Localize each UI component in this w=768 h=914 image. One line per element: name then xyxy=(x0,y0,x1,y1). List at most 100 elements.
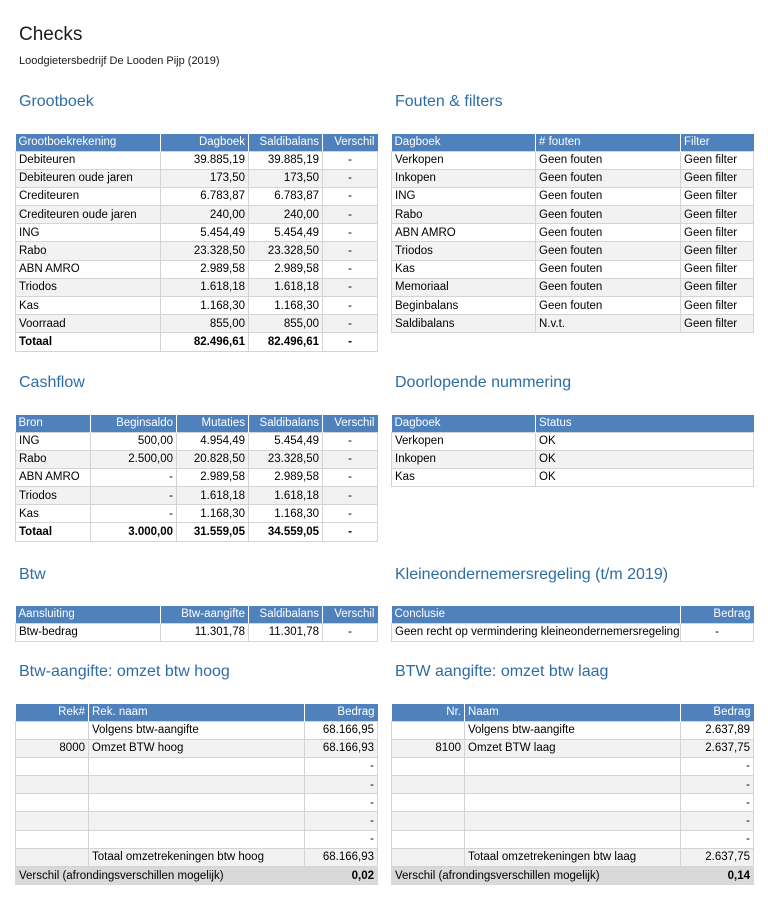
table-cell: 11.301,78 xyxy=(160,622,249,642)
table-cell: Crediteuren oude jaren xyxy=(15,205,161,225)
table-cell: 23.328,50 xyxy=(248,241,323,261)
table-row: - xyxy=(391,811,754,831)
table-row: - xyxy=(15,775,378,795)
table-cell: - xyxy=(322,168,378,188)
table-row: Verkopen OK xyxy=(391,431,754,451)
table-cell: 2.989,58 xyxy=(176,467,249,488)
table-row: ING 500,00 4.954,49 5.454,49- xyxy=(15,431,378,451)
table-row: ING Geen fouten Geen filter xyxy=(391,186,754,207)
table-cell: - xyxy=(322,277,378,298)
table-cell: 240,00 xyxy=(160,205,249,225)
table-cell: 68.166,93 xyxy=(304,738,378,758)
table-row: Kas OK xyxy=(391,467,754,488)
table-cell: Geen fouten xyxy=(535,241,681,261)
section-title-grootboek: Grootboek xyxy=(19,93,94,110)
table-row: Volgens btw-aangifte 2.637,89 xyxy=(391,720,754,740)
table-cell: 8100 xyxy=(391,738,465,758)
table-cell xyxy=(391,720,465,740)
table-row: Verkopen Geen fouten Geen filter xyxy=(391,150,754,170)
table-cell: OK xyxy=(535,431,754,451)
table-cell: 1.168,30 xyxy=(248,504,323,524)
fouten-table: Dagboek # fouten Filter Verkopen Geen fou… xyxy=(391,134,754,334)
table-cell xyxy=(391,793,465,813)
table-cell xyxy=(88,775,305,795)
table-row-difference: Verschil (afrondingsverschillen mogelijk… xyxy=(391,865,754,886)
table-cell: 1.168,30 xyxy=(248,295,323,316)
column-header: Bedrag xyxy=(680,606,754,623)
table-cell: Memoriaal xyxy=(391,277,536,298)
section-title-fouten: Fouten & filters xyxy=(395,93,503,110)
table-cell: Btw-bedrag xyxy=(15,622,161,642)
table-cell: Geen fouten xyxy=(535,277,681,298)
table-cell: 0,02 xyxy=(304,865,378,886)
table-cell: Kas xyxy=(15,295,161,316)
table-cell: 2.637,75 xyxy=(680,738,754,758)
table-cell: Omzet BTW laag xyxy=(464,738,681,758)
table-cell: 855,00 xyxy=(248,314,323,334)
table-cell: 23.328,50 xyxy=(248,449,323,469)
section-title-cashflow: Cashflow xyxy=(19,374,85,391)
column-header: Mutaties xyxy=(176,415,249,432)
table-row: Rabo Geen fouten Geen filter xyxy=(391,205,754,225)
column-header: Verschil xyxy=(322,606,378,623)
table-cell: Geen filter xyxy=(680,186,754,207)
table-cell: 500,00 xyxy=(90,431,177,451)
table-cell xyxy=(88,793,305,813)
table-row: - xyxy=(15,829,378,849)
table-cell: Verschil (afrondingsverschillen mogelijk… xyxy=(15,865,305,886)
table-cell: 855,00 xyxy=(160,314,249,334)
table-row: Totaal omzetrekeningen btw laag 2.637,75 xyxy=(391,847,754,868)
table-cell: 2.637,75 xyxy=(680,847,754,868)
table-cell: - xyxy=(322,241,378,261)
table-cell: Triodos xyxy=(15,486,91,506)
table-cell: - xyxy=(680,756,754,777)
table-row-total: Totaal 3.000,00 31.559,05 34.559,05 - xyxy=(15,522,378,542)
table-row: - xyxy=(391,756,754,777)
table-cell: 39.885,19 xyxy=(160,150,249,170)
table-cell: Geen fouten xyxy=(535,259,681,279)
column-header: Saldibalans xyxy=(248,134,323,151)
table-cell: - xyxy=(322,259,378,279)
table-row: Geen recht op vermindering kleineonderne… xyxy=(391,622,754,642)
table-cell: Geen fouten xyxy=(535,205,681,225)
table-cell xyxy=(391,756,465,777)
table-cell xyxy=(15,756,89,777)
table-cell: Verschil (afrondingsverschillen mogelijk… xyxy=(391,865,681,886)
table-cell: 8000 xyxy=(15,738,89,758)
table-cell: - xyxy=(680,829,754,849)
table-cell: ABN AMRO xyxy=(391,223,536,243)
table-cell: 5.454,49 xyxy=(160,223,249,243)
table-cell: 1.618,18 xyxy=(176,486,249,506)
table-cell: Geen filter xyxy=(680,314,754,334)
table-cell: Totaal xyxy=(15,332,161,352)
table-cell: - xyxy=(322,486,378,506)
table-cell: Rabo xyxy=(15,241,161,261)
table-cell: 0,14 xyxy=(680,865,754,886)
table-cell: - xyxy=(322,186,378,207)
table-cell: 20.828,50 xyxy=(176,449,249,469)
table-cell: - xyxy=(322,622,378,642)
table-cell: - xyxy=(90,504,177,524)
btw-hoog-table: Rek# Rek. naam Bedrag Volgens btw-aangif… xyxy=(15,704,378,886)
table-cell: - xyxy=(90,486,177,506)
column-header: Dagboek xyxy=(160,134,249,151)
table-cell: Inkopen xyxy=(391,449,536,469)
column-header: Rek# xyxy=(15,704,89,721)
table-row: Debiteuren 39.885,19 39.885,19- xyxy=(15,150,378,170)
table-cell xyxy=(15,793,89,813)
section-title-kor: Kleineondernemersregeling (t/m 2019) xyxy=(395,566,669,583)
table-cell: - xyxy=(322,504,378,524)
table-cell: 3.000,00 xyxy=(90,522,177,542)
table-cell xyxy=(15,811,89,831)
column-header: Bedrag xyxy=(304,704,378,721)
table-row: - xyxy=(15,756,378,777)
table-cell: - xyxy=(322,467,378,488)
table-cell: - xyxy=(680,793,754,813)
table-cell: 5.454,49 xyxy=(248,431,323,451)
table-cell xyxy=(464,811,681,831)
table-cell xyxy=(88,811,305,831)
table-cell: 2.500,00 xyxy=(90,449,177,469)
table-cell: 68.166,95 xyxy=(304,720,378,740)
table-row: ING 5.454,49 5.454,49- xyxy=(15,223,378,243)
table-cell: - xyxy=(680,775,754,795)
